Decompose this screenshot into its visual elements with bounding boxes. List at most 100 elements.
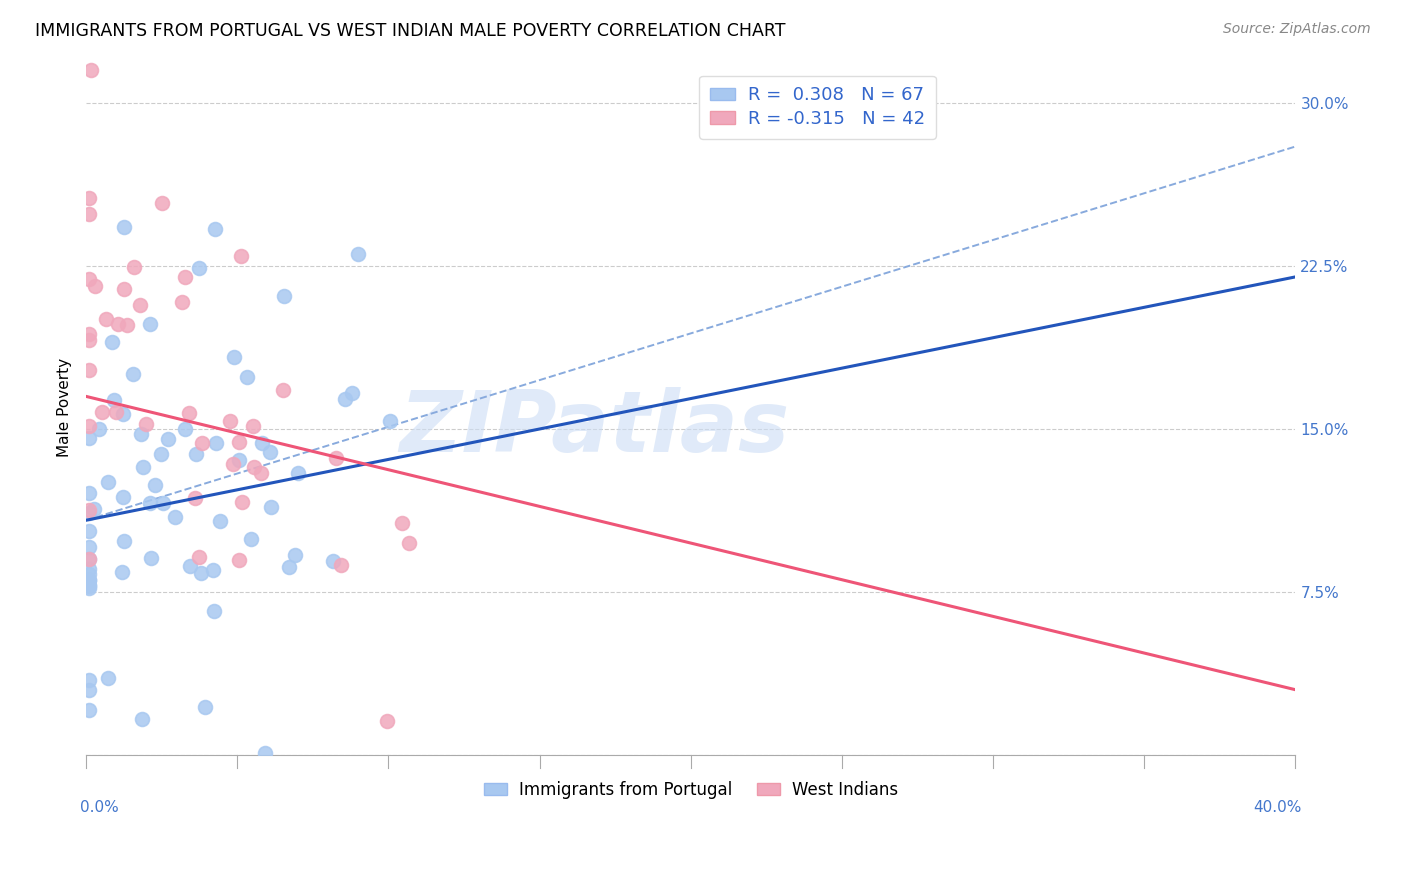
Point (139, 317, 162, 331)
Point (77, 485, 100, 500)
Point (77, 334, 100, 348)
Point (77, 581, 100, 595)
Point (172, 294, 194, 309)
Point (188, 261, 211, 276)
Point (83, 502, 105, 516)
Point (218, 414, 240, 428)
Point (150, 196, 173, 211)
Point (222, 351, 245, 365)
Point (103, 392, 125, 407)
Point (149, 447, 172, 461)
Point (186, 447, 208, 461)
Point (94, 311, 117, 326)
Point (165, 510, 187, 524)
Point (174, 270, 197, 285)
Point (378, 414, 401, 428)
Point (104, 405, 127, 419)
Point (193, 699, 215, 714)
Point (273, 289, 295, 303)
Point (243, 459, 266, 474)
Text: Source: ZipAtlas.com: Source: ZipAtlas.com (1223, 22, 1371, 37)
Point (375, 714, 398, 728)
Point (77, 574, 100, 588)
Point (122, 260, 145, 275)
Point (112, 533, 135, 548)
Text: IMMIGRANTS FROM PORTUGAL VS WEST INDIAN MALE POVERTY CORRELATION CHART: IMMIGRANTS FROM PORTUGAL VS WEST INDIAN … (35, 22, 786, 40)
Point (284, 549, 307, 563)
Point (107, 317, 129, 331)
Point (111, 565, 134, 579)
Point (77, 579, 100, 593)
Point (173, 422, 195, 436)
Point (80, 63, 103, 78)
Point (240, 533, 263, 547)
Point (253, 746, 276, 760)
Point (277, 559, 299, 574)
Point (87, 422, 110, 436)
Point (325, 450, 347, 465)
Text: ZIPatlas: ZIPatlas (399, 386, 789, 469)
Point (121, 367, 143, 381)
Point (236, 370, 259, 384)
Point (201, 563, 224, 577)
Point (229, 249, 252, 263)
Y-axis label: Male Poverty: Male Poverty (58, 358, 72, 457)
Point (329, 558, 352, 572)
Point (129, 298, 152, 312)
Point (77, 551, 100, 566)
Point (112, 219, 135, 234)
Point (77, 207, 100, 221)
Text: 0.0%: 0.0% (80, 800, 118, 815)
Point (77, 431, 100, 445)
Point (204, 221, 226, 235)
Point (190, 566, 212, 581)
Point (111, 407, 134, 421)
Point (77, 673, 100, 687)
Legend: Immigrants from Portugal, West Indians: Immigrants from Portugal, West Indians (477, 774, 904, 805)
Point (249, 466, 271, 480)
Point (115, 318, 138, 332)
Point (83, 278, 105, 293)
Point (139, 495, 162, 509)
Point (77, 566, 100, 581)
Point (97, 475, 120, 490)
Point (287, 466, 309, 480)
Text: 40.0%: 40.0% (1253, 800, 1302, 815)
Point (77, 703, 100, 717)
Point (177, 406, 200, 420)
Point (145, 478, 167, 492)
Point (260, 500, 283, 515)
Point (157, 432, 180, 446)
Point (347, 247, 370, 261)
Point (77, 578, 100, 592)
Point (77, 272, 100, 286)
Point (259, 445, 281, 459)
Point (228, 552, 250, 566)
Point (77, 502, 100, 516)
Point (391, 516, 413, 530)
Point (101, 335, 124, 350)
Point (271, 383, 294, 397)
Point (112, 282, 135, 296)
Point (242, 418, 264, 433)
Point (222, 458, 245, 472)
Point (132, 459, 155, 474)
Point (131, 712, 153, 726)
Point (129, 427, 152, 442)
Point (250, 435, 273, 450)
Point (322, 554, 344, 568)
Point (90, 405, 112, 419)
Point (231, 495, 253, 509)
Point (77, 541, 100, 555)
Point (202, 604, 225, 618)
Point (228, 435, 250, 450)
Point (77, 327, 100, 342)
Point (77, 363, 100, 377)
Point (97, 671, 120, 685)
Point (398, 536, 420, 550)
Point (183, 491, 205, 506)
Point (228, 453, 250, 467)
Point (179, 558, 201, 573)
Point (191, 436, 214, 450)
Point (77, 551, 100, 566)
